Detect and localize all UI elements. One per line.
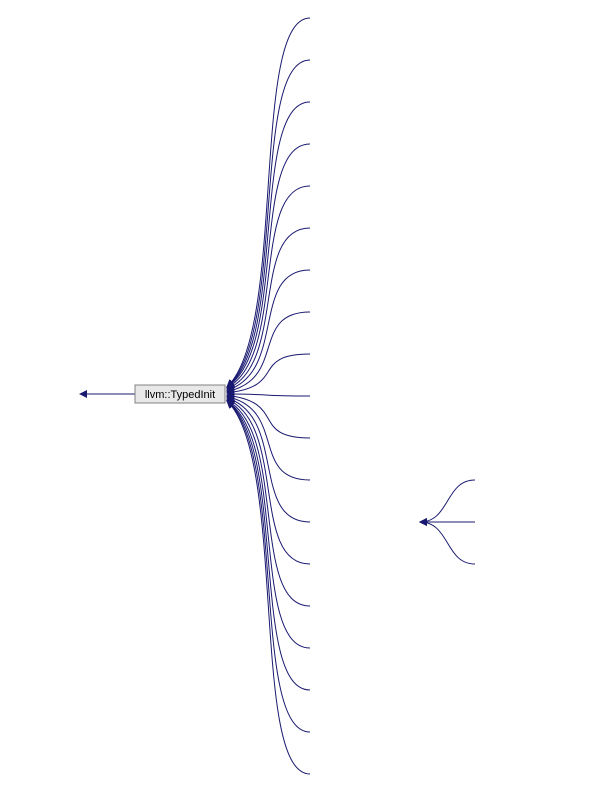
right-node-label: llvm::VarListElementInit [320, 727, 434, 739]
edge-subclass [227, 102, 310, 387]
right-node-label: llvm::CondOpInit [320, 139, 401, 151]
right-node-label: llvm::DagInit [320, 181, 381, 193]
right-node-label: llvm::DefInit [320, 223, 377, 235]
center-node-label: llvm::TypedInit [145, 389, 215, 401]
edge-subclass [227, 394, 310, 396]
edge-subclass [227, 400, 310, 606]
opinit-child-label: llvm::BinOpInit [480, 475, 551, 487]
edge-opinit-child [420, 522, 475, 564]
right-node-label: llvm::IsAOpInit [320, 433, 391, 445]
right-node-label: llvm::BitsInit [320, 97, 379, 109]
right-node-label: llvm::OpInit [320, 517, 375, 529]
edge-subclass [227, 186, 310, 388]
right-node-label: llvm::ListInit [320, 475, 377, 487]
right-node-label: llvm::ExistsOpInit [320, 265, 404, 277]
base-node-label: llvm::Init [30, 389, 70, 401]
opinit-child-label: llvm::UnOpInit [480, 559, 549, 571]
right-node-label: llvm::VarDefInit [320, 643, 394, 655]
right-node-label: llvm::IntInit [320, 391, 373, 403]
right-node-label: llvm::AnonymousNameInit [320, 13, 448, 25]
right-node-label: llvm::FieldInit [320, 307, 384, 319]
edge-opinit-child [420, 480, 475, 522]
right-node-label: llvm::StringInit [320, 559, 389, 571]
opinit-child-label: llvm::TernOpInit [480, 517, 556, 529]
inheritance-diagram: llvm::TypedInit llvm::Init llvm::Anonymous… [0, 0, 611, 797]
right-node-label: llvm::RecordVal [320, 769, 396, 781]
right-node-label: llvm::BitInit [320, 55, 373, 67]
right-node-label: llvm::FoldOpInit [320, 349, 396, 361]
right-node-label: llvm::VarInit [320, 685, 377, 697]
right-node-label: llvm::VarBitInit [320, 601, 389, 613]
